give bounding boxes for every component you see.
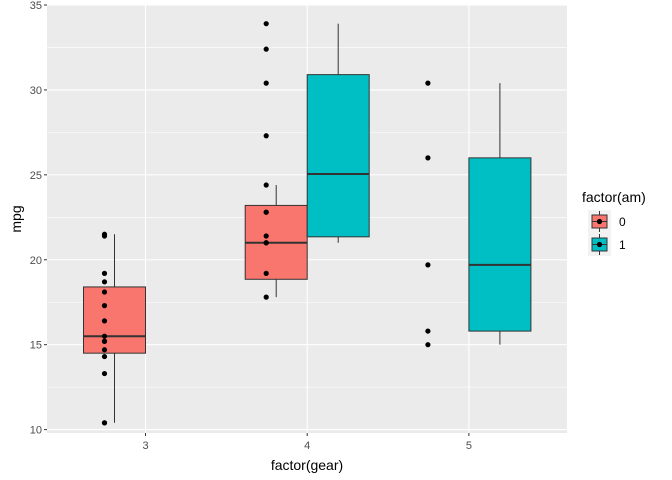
data-point xyxy=(263,294,269,300)
box-4-0 xyxy=(244,185,308,298)
data-point xyxy=(425,262,431,268)
y-tick-label: 35 xyxy=(30,0,42,12)
y-tick-label: 15 xyxy=(30,340,42,352)
legend: factor(am) 0 1 xyxy=(582,189,646,256)
data-point xyxy=(101,338,108,344)
data-point xyxy=(425,342,431,348)
box-body xyxy=(83,286,146,354)
data-point xyxy=(101,279,108,285)
x-axis-title: factor(gear) xyxy=(271,457,343,473)
y-tick-label: 30 xyxy=(30,85,42,97)
points-layer xyxy=(101,21,431,426)
y-tick-label: 20 xyxy=(30,255,42,267)
data-point xyxy=(425,328,431,334)
x-tick-label: 4 xyxy=(304,440,310,452)
legend-key-point xyxy=(596,218,603,225)
box-3-0 xyxy=(83,234,146,423)
box-5-1 xyxy=(468,83,532,345)
data-point xyxy=(101,318,108,324)
data-point xyxy=(263,270,269,276)
data-point xyxy=(101,231,108,237)
data-point xyxy=(101,270,108,276)
data-point xyxy=(263,182,269,188)
legend-key-0: 0 xyxy=(588,210,626,233)
box-body xyxy=(306,74,370,238)
data-point xyxy=(263,209,269,215)
data-point xyxy=(263,21,269,27)
legend-label: 0 xyxy=(619,215,626,229)
boxes-layer xyxy=(83,23,532,423)
data-point xyxy=(101,333,108,339)
y-axis: 10 15 20 25 30 35 xyxy=(30,0,47,437)
data-point xyxy=(263,133,269,139)
legend-key-point xyxy=(596,241,603,248)
data-point xyxy=(425,80,431,86)
legend-title: factor(am) xyxy=(582,189,646,205)
data-point xyxy=(101,303,108,309)
box-body xyxy=(468,157,532,332)
legend-key-1: 1 xyxy=(588,233,626,256)
data-point xyxy=(101,353,108,360)
data-point xyxy=(101,289,108,295)
data-point xyxy=(101,420,108,426)
data-point xyxy=(263,46,269,52)
data-point xyxy=(263,80,269,86)
x-tick-label: 3 xyxy=(142,440,148,452)
data-point xyxy=(425,155,431,161)
legend-label: 1 xyxy=(619,238,626,252)
x-tick-label: 5 xyxy=(466,440,472,452)
data-point xyxy=(101,370,108,377)
data-point xyxy=(101,347,108,353)
y-tick-label: 10 xyxy=(30,425,42,437)
y-tick-label: 25 xyxy=(30,170,42,182)
x-axis: 3 4 5 xyxy=(142,433,472,452)
y-axis-title: mpg xyxy=(8,205,24,232)
data-point xyxy=(263,240,269,246)
box-4-1 xyxy=(306,23,370,243)
data-point xyxy=(263,233,269,239)
